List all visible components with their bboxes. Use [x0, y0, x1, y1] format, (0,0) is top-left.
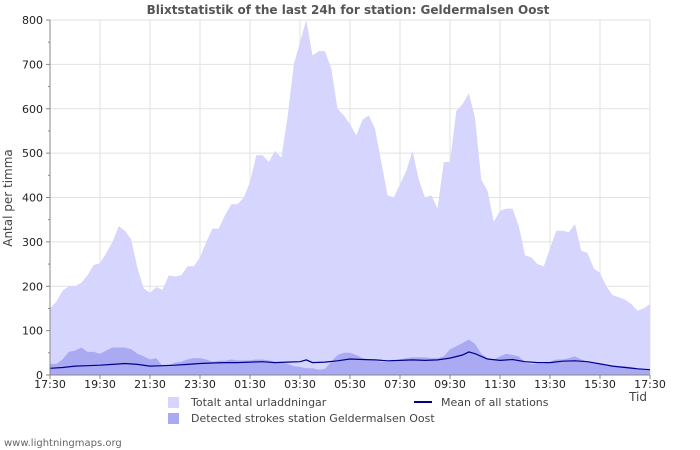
plot-lines	[49, 351, 651, 371]
x-axis-label: Tid	[628, 390, 647, 404]
legend-label-total: Totalt antal urladdningar	[190, 396, 327, 409]
y-tick-label: 700	[22, 58, 43, 71]
y-tick-label: 200	[22, 280, 43, 293]
x-tick-label: 13:30	[534, 378, 566, 391]
x-tick-label: 17:30	[634, 378, 666, 391]
x-tick-label: 17:30	[34, 378, 66, 391]
x-tick-label: 05:30	[334, 378, 366, 391]
plot-areas	[50, 20, 650, 375]
x-tick-label: 23:30	[184, 378, 216, 391]
y-tick-label: 500	[22, 147, 43, 160]
legend-label-station: Detected strokes station Geldermalsen Oo…	[191, 412, 435, 425]
legend-swatch-total	[168, 397, 179, 408]
y-tick-label: 800	[22, 14, 43, 27]
chart-title: Blixtstatistik of the last 24h for stati…	[147, 3, 550, 17]
x-tick-label: 09:30	[434, 378, 466, 391]
y-axis-label: Antal per timma	[1, 149, 15, 247]
area-series-1	[50, 339, 650, 375]
y-tick-label: 400	[22, 192, 43, 205]
x-tick-label: 07:30	[384, 378, 416, 391]
credit-link[interactable]: www.lightningmaps.org	[4, 438, 122, 449]
x-tick-label: 01:30	[234, 378, 266, 391]
x-tick-label: 15:30	[584, 378, 616, 391]
legend-swatch-station	[168, 413, 179, 424]
x-tick-label: 19:30	[84, 378, 116, 391]
y-tick-label: 600	[22, 103, 43, 116]
line-series-mean	[49, 351, 651, 371]
x-tick-label: 11:30	[484, 378, 516, 391]
legend-label-mean: Mean of all stations	[441, 396, 549, 409]
x-tick-label: 03:30	[284, 378, 316, 391]
x-tick-labels: 17:30 19:30 21:30 23:30 01:30 03:30 05:30 07:30…	[34, 375, 666, 391]
y-tick-label: 300	[22, 236, 43, 249]
y-tick-labels: 0 100 200 300 400 500 600 700 800	[22, 14, 50, 382]
y-tick-label: 0	[36, 369, 43, 382]
y-tick-label: 100	[22, 325, 43, 338]
legend: Totalt antal urladdningar Detected strok…	[168, 396, 549, 425]
area-series-0	[50, 20, 650, 375]
x-tick-label: 21:30	[134, 378, 166, 391]
